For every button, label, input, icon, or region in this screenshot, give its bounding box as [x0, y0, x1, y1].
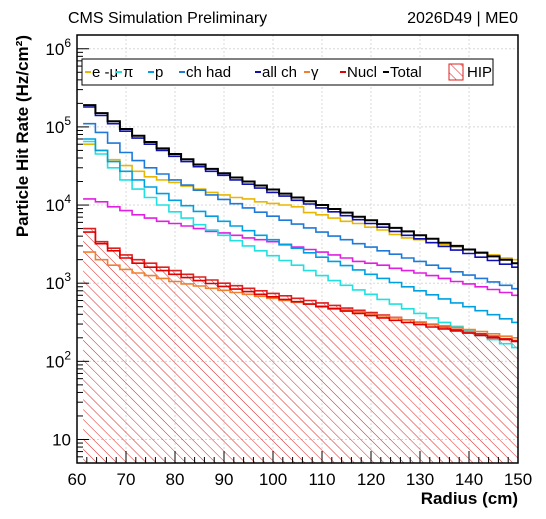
series-line-nucl — [83, 231, 518, 343]
y-axis-title: Particle Hit Rate (Hz/cm²) — [13, 35, 32, 237]
y-tick-label: 105 — [45, 114, 71, 137]
legend-swatch-hip — [448, 63, 464, 81]
legend: e -μ π p ch had all ch γ Nucl Total HIP — [81, 58, 494, 86]
x-tick-label: 150 — [504, 470, 532, 489]
series-line-ch-had — [83, 122, 518, 290]
x-tick-label: 140 — [455, 470, 483, 489]
legend-label-hip: HIP — [467, 64, 492, 81]
x-tick-label: 70 — [117, 470, 136, 489]
x-tick-label: 60 — [68, 470, 87, 489]
series-layer — [83, 104, 518, 463]
y-tick-label: 106 — [45, 36, 71, 59]
hip-fill — [83, 228, 518, 463]
series-line-p — [83, 138, 518, 324]
header-left: CMS Simulation Preliminary — [68, 10, 267, 27]
x-axis-title: Radius (cm) — [421, 489, 518, 508]
header-right: 2026D49 | ME0 — [407, 10, 518, 27]
x-tick-label: 120 — [357, 470, 385, 489]
legend-label-series: π — [123, 64, 133, 81]
y-tick-label: 102 — [45, 348, 71, 371]
x-tick-label: 130 — [406, 470, 434, 489]
legend-label-all-ch: all ch — [262, 64, 297, 81]
legend-label-p: p — [155, 64, 163, 81]
axis-ticks — [76, 48, 519, 463]
legend-label-series: γ — [311, 64, 319, 81]
legend-label-total: Total — [390, 64, 422, 81]
series-line-total — [83, 104, 518, 265]
legend-label-nucl: Nucl — [347, 64, 377, 81]
x-tick-label: 90 — [215, 470, 234, 489]
series-line-series-2 — [83, 140, 518, 349]
y-tick-label: 103 — [45, 270, 71, 293]
plot-frame — [76, 34, 519, 464]
x-tick-label: 110 — [308, 470, 335, 489]
legend-label-ch-had: ch had — [186, 64, 231, 81]
y-tick-label: 104 — [45, 192, 71, 215]
y-tick-label: 10 — [52, 430, 71, 449]
legend-label-e: e -μ — [92, 64, 118, 81]
x-tick-label: 80 — [166, 470, 185, 489]
x-tick-label: 100 — [259, 470, 287, 489]
